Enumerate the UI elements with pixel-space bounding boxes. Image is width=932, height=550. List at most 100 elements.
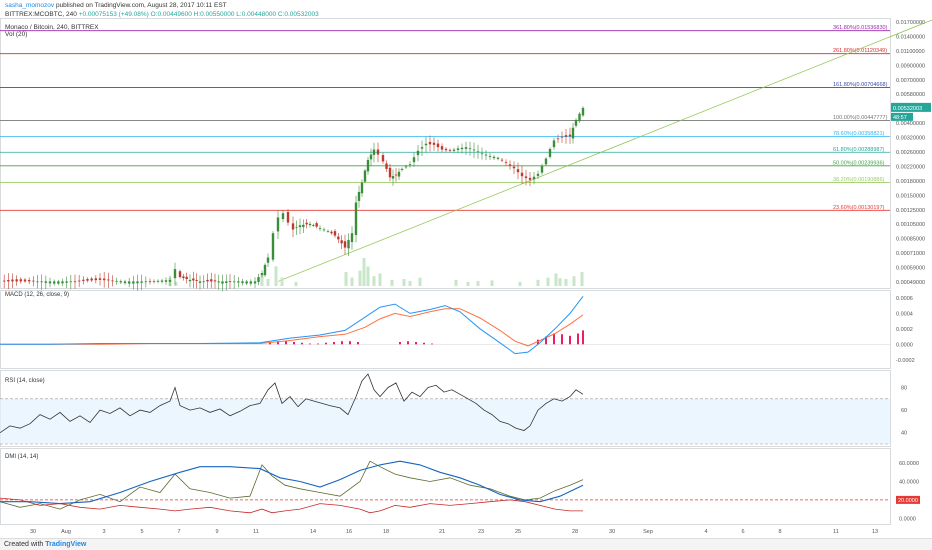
price-axis-label: 0.00105000 (896, 222, 925, 228)
candle-body (363, 170, 367, 182)
candle-body (385, 163, 388, 169)
candle-body (337, 236, 340, 240)
volume-bar (454, 279, 458, 286)
time-axis-label: 21 (439, 529, 445, 535)
candle-body (90, 278, 93, 281)
fib-level-label: 78.60%(0.00358821) (833, 131, 885, 137)
macd-pane (0, 290, 891, 369)
time-axis-label: 3 (102, 529, 105, 535)
candle-body (308, 223, 312, 226)
volume-bar (274, 266, 278, 286)
time-axis-label: 23 (478, 529, 484, 535)
candle-body (357, 191, 361, 201)
time-axis-label: 13 (872, 529, 878, 535)
candle-body (412, 157, 416, 163)
candle-body (276, 217, 280, 232)
volume-bar (418, 277, 422, 286)
macd-histogram-bar (537, 339, 539, 345)
candle-body (532, 176, 536, 180)
candle-body (468, 148, 472, 150)
ohlc-close: C:0.00532003 (277, 11, 319, 18)
candle-body (366, 159, 370, 172)
last-price-badge (891, 102, 931, 112)
volume-bar (266, 279, 270, 286)
fib-level-label: 50.00%(0.00239936) (833, 160, 885, 166)
fib-level-label: 38.20%(0.00190886) (833, 177, 885, 183)
candle-body (428, 141, 432, 145)
author-link[interactable]: sasha_momozov (5, 2, 55, 9)
candle-body (164, 280, 168, 282)
rsi-axis-label: 80 (901, 386, 907, 392)
candle-body (232, 281, 236, 283)
candle-body (295, 227, 298, 229)
macd-axis-label: 0.0000 (896, 342, 913, 348)
time-axis-label: 30 (30, 529, 36, 535)
macd-axis-label: 0.0004 (896, 311, 913, 317)
candle-body (19, 279, 23, 282)
candle-body (173, 269, 177, 279)
candle-body (27, 280, 31, 282)
ohlc-high: H:0.00550000 (193, 11, 235, 18)
fib-level-label: 100.00%(0.00447777) (833, 115, 888, 121)
candle-body (448, 149, 452, 151)
candle-body (480, 153, 484, 155)
price-axis-label: 0.00150000 (896, 193, 925, 199)
time-axis-label: Sep (643, 529, 653, 535)
candle-body (578, 113, 581, 122)
volume-bar (174, 281, 178, 286)
volume-bar (546, 277, 550, 286)
macd-axis-label: 0.0006 (896, 296, 913, 302)
candle-body (318, 228, 322, 229)
candle-body (560, 136, 564, 138)
fib-level-label: 61.80%(0.00288987) (833, 147, 885, 153)
volume-bar (564, 279, 568, 286)
candle-body (391, 176, 395, 179)
dmi-title: DMI (14, 14) (5, 454, 38, 460)
volume-bar (518, 281, 522, 286)
time-axis-label: 30 (609, 529, 615, 535)
time-axis-label: 8 (778, 529, 781, 535)
price-axis-label: 0.00400000 (896, 121, 925, 127)
candle-body (263, 264, 267, 276)
macd-histogram-bar (407, 341, 409, 345)
candle-body (416, 150, 420, 156)
candle-body (354, 202, 358, 235)
created-with-text: Created with (4, 541, 44, 548)
time-axis-label: 28 (572, 529, 578, 535)
candle-body (492, 156, 496, 159)
price-axis-label: 0.01100000 (896, 49, 925, 55)
time-axis-label: 25 (515, 529, 521, 535)
candle-body (182, 276, 185, 279)
candle-body (571, 127, 575, 139)
candle-body (73, 281, 77, 283)
candle-body (484, 154, 488, 156)
macd-histogram-bar (553, 333, 555, 345)
candle-body (271, 233, 275, 260)
dmi-axis-label: 0.0000 (899, 516, 916, 522)
candle-body (40, 281, 43, 283)
price-axis-label: 0.00900000 (896, 63, 925, 69)
candle-body (369, 154, 373, 160)
macd-histogram-bar (399, 342, 401, 345)
volume-bar (476, 280, 480, 286)
candle-body (178, 271, 182, 278)
candle-body (237, 281, 240, 283)
macd-histogram-bar (431, 343, 433, 345)
candle-body (152, 281, 156, 282)
volume-bar (350, 277, 354, 286)
macd-axis-label: -0.0002 (896, 358, 915, 364)
tradingview-logo[interactable]: TradingView (45, 541, 87, 548)
volume-bar (490, 280, 494, 286)
price-axis-label: 0.00580000 (896, 92, 925, 98)
candle-body (123, 281, 127, 284)
volume-bar (402, 279, 406, 286)
candle-body (217, 281, 220, 283)
macd-histogram-bar (357, 342, 359, 345)
price-axis-label: 0.00180000 (896, 179, 925, 185)
volume-bar (294, 281, 298, 286)
time-axis-label: Aug (61, 529, 71, 535)
candle-body (394, 174, 398, 176)
candle-body (160, 280, 164, 282)
time-axis-label: 7 (177, 529, 180, 535)
time-axis-label: 16 (346, 529, 352, 535)
